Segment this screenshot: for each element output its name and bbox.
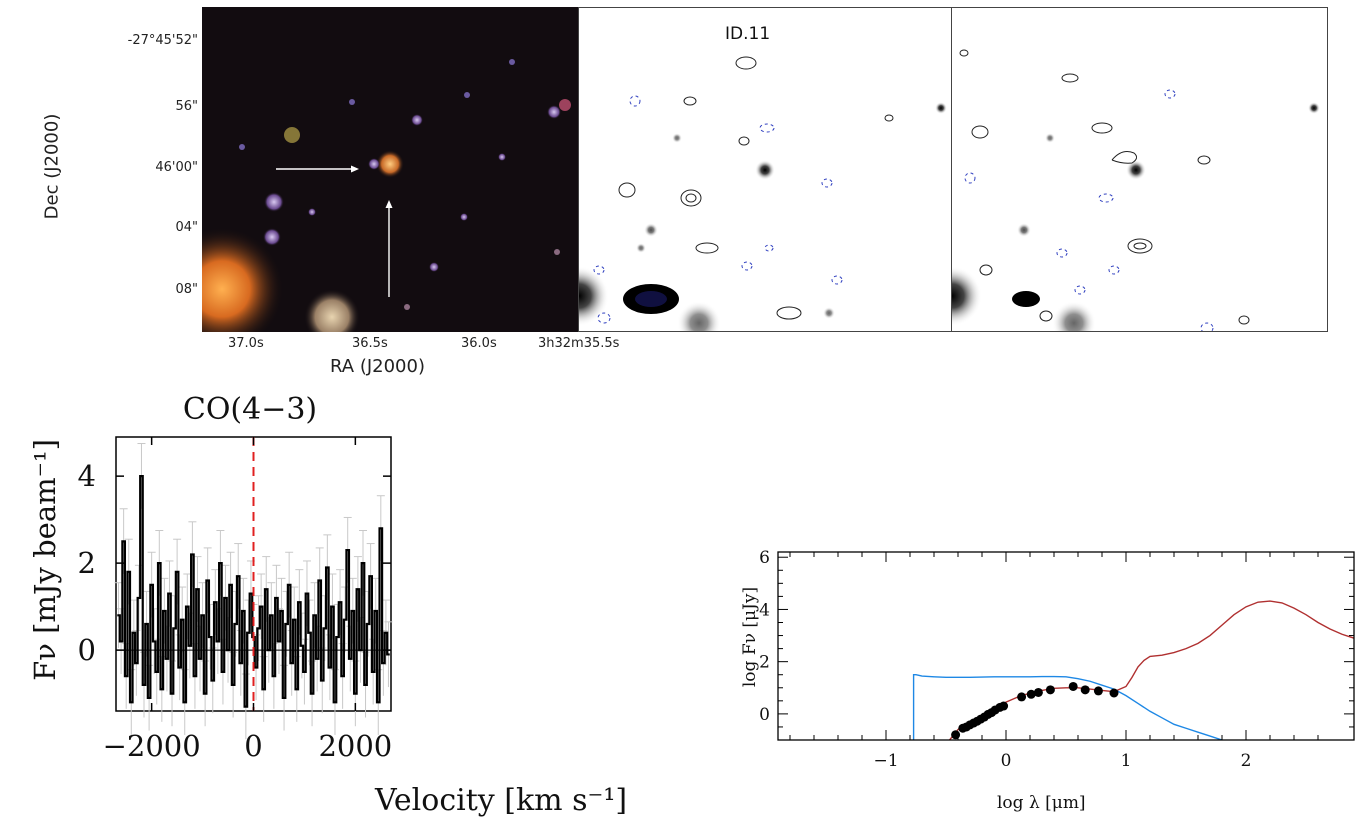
sed-data-point [999,701,1009,711]
image-panel-grey-1: ID.11 [578,7,952,332]
co-xtick-label: 2000 [318,729,392,763]
co-spectrum-chart: CO(4−3) −2000 0 2000 0 2 4 Fν [mJy beam⁻¹] Ve… [0,380,700,823]
sed-chart: −1 0 1 2 0 2 4 6 log Fν [μJy] log λ [μm] [700,540,1359,823]
top-xtick-2: 36.0s [461,336,497,351]
sed-data-point [1033,687,1043,697]
sed-ytick-label: 4 [759,600,770,620]
top-ytick-2: 46'00" [155,160,198,175]
sed-data-point [1109,688,1119,698]
sed-data-point [1045,685,1055,695]
grey-image-graphic-1 [579,56,947,331]
sed-plot: −1 0 1 2 0 2 4 6 [759,548,1355,771]
co-xtick-label: 0 [244,729,262,763]
top-ytick-3: 04" [175,220,198,235]
image-panel-rgb [202,7,578,332]
sed-xtick-label: −1 [873,751,898,771]
co-plot: −2000 0 2000 0 2 4 [78,436,393,763]
sed-xtick-label: 2 [1241,751,1252,771]
sed-ytick-label: 2 [759,653,770,673]
sed-xtick-label: 0 [1001,751,1012,771]
sed-xtick-label: 1 [1121,751,1132,771]
top-ytick-4: 08" [175,282,198,297]
co-xtick-label: −2000 [103,729,201,763]
top-xtick-3: 3h32m35.5s [538,336,620,351]
top-xlabel: RA (J2000) [330,356,425,377]
sed-data-point [1026,689,1036,699]
top-xtick-0: 37.0s [228,336,264,351]
top-xtick-1: 36.5s [352,336,388,351]
sed-ylabel: log Fν [μJy] [740,586,760,688]
sed-series-blue [912,674,1223,740]
top-ytick-1: 56" [175,99,198,114]
sed-data-point [1068,681,1078,691]
grey-image-graphic-2 [952,49,1320,331]
image-panel-grey-2 [952,7,1328,332]
sed-ytick-label: 6 [759,548,770,568]
co-ytick-label: 4 [78,459,96,493]
co-ylabel: Fν [mJy beam⁻¹] [28,439,62,681]
sed-frame [777,551,1355,741]
sed-ytick-label: 0 [759,705,770,725]
sed-series-red [949,600,1354,740]
sed-data-point [951,730,961,740]
panel-label: ID.11 [725,24,771,44]
co-ytick-label: 2 [78,546,96,580]
top-ylabel: Dec (J2000) [41,113,63,220]
co-title: CO(4−3) [182,392,318,427]
co-ytick-label: 0 [78,633,96,667]
sed-data-point [1093,686,1103,696]
sed-data-point [1080,685,1090,695]
co-xlabel: Velocity [km s⁻¹] [375,783,628,818]
top-ytick-0: -27°45'52" [127,33,198,48]
rgb-image-graphic [202,7,578,332]
sed-xlabel: log λ [μm] [997,793,1086,813]
sed-data-point [1017,692,1027,702]
